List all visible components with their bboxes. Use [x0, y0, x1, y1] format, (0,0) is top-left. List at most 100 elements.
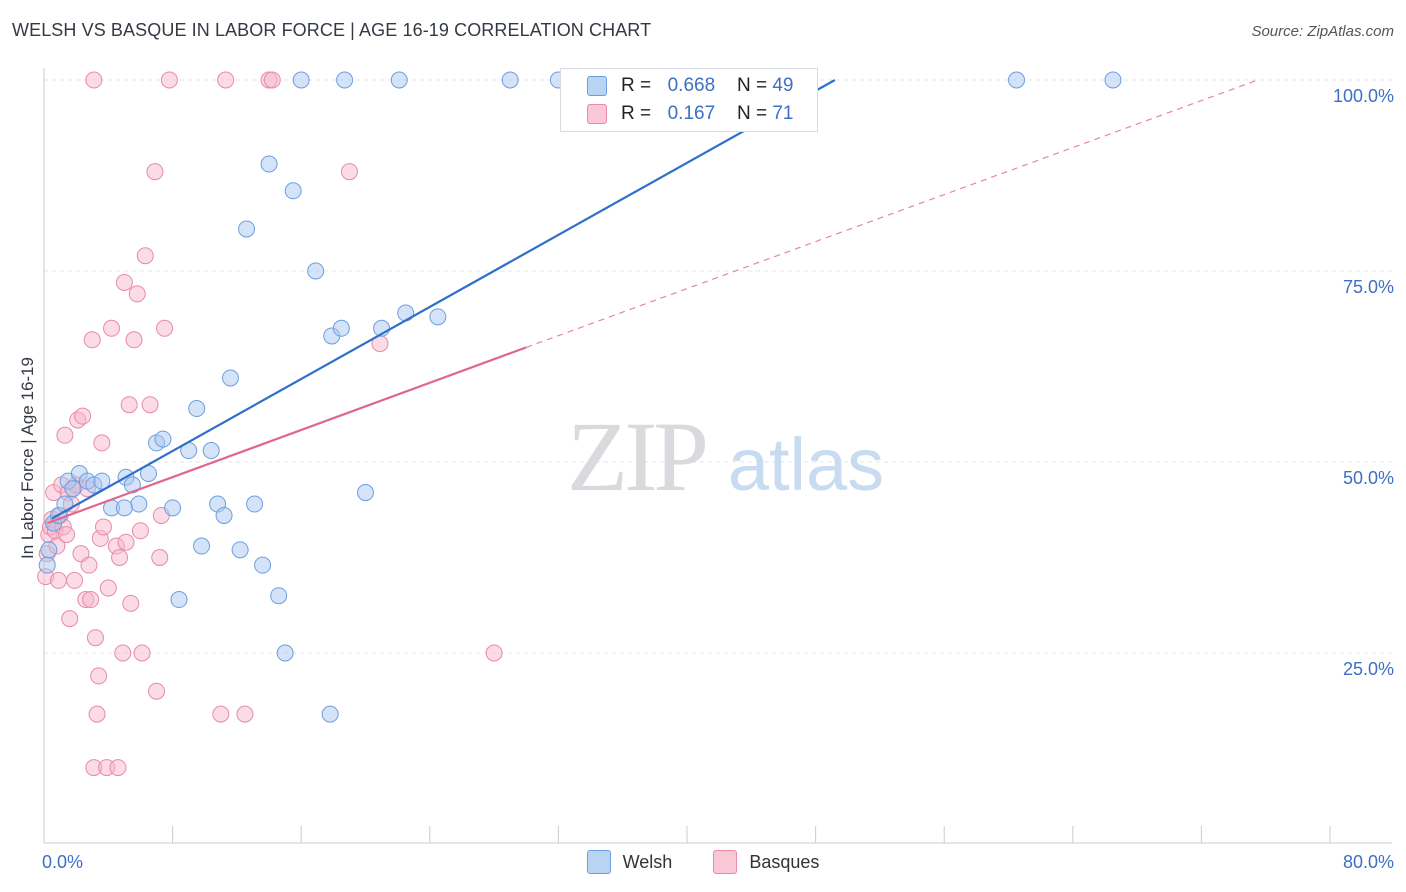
welsh-point — [284, 182, 302, 200]
welsh-point — [164, 499, 182, 517]
basques-point — [148, 682, 166, 700]
legend-row-welsh: R = 0.668 N = 49 — [587, 73, 793, 99]
basques-point — [49, 571, 67, 589]
basques-point — [485, 644, 503, 662]
welsh-point — [193, 537, 211, 555]
basques-point — [136, 247, 154, 265]
series-legend: Welsh Basques — [0, 850, 1406, 879]
basques-swatch — [587, 104, 607, 124]
basques-point — [217, 71, 235, 89]
basques-point — [117, 533, 135, 551]
welsh-points — [38, 71, 1122, 723]
legend-item-basques[interactable]: Basques — [713, 850, 819, 874]
legend-row-basques: R = 0.167 N = 71 — [587, 101, 793, 127]
welsh-point — [38, 556, 56, 574]
basques-point — [156, 319, 174, 337]
welsh-point — [390, 71, 408, 89]
y-tick-label: 25.0% — [1342, 659, 1394, 679]
basques-point — [74, 407, 92, 425]
welsh-point — [246, 495, 264, 513]
basques-legend-label: Basques — [749, 851, 820, 872]
welsh-point — [357, 484, 374, 502]
chart-title: WELSH VS BASQUE IN LABOR FORCE | AGE 16-… — [12, 20, 652, 40]
basques-point — [133, 644, 151, 662]
basques-n-value: 71 — [772, 103, 794, 124]
welsh-r-value: 0.668 — [667, 75, 716, 96]
welsh-legend-label: Welsh — [622, 851, 673, 872]
y-tick-label: 100.0% — [1332, 86, 1394, 106]
basques-point — [61, 610, 79, 628]
legend-item-welsh[interactable]: Welsh — [586, 850, 673, 874]
welsh-point — [254, 556, 272, 574]
basques-point — [85, 71, 103, 89]
basques-point — [56, 426, 74, 444]
basques-point — [236, 705, 254, 723]
basques-point — [128, 285, 146, 303]
basques-point — [93, 434, 111, 452]
welsh-point — [221, 369, 239, 387]
welsh-point — [332, 319, 350, 337]
welsh-point — [1104, 71, 1122, 89]
welsh-point — [276, 644, 294, 662]
basques-point — [58, 526, 76, 544]
basques-point — [111, 549, 129, 566]
legend-n-label: N = — [736, 103, 768, 124]
welsh-point — [115, 499, 133, 517]
welsh-point — [270, 587, 288, 605]
gridlines — [44, 79, 1392, 654]
welsh-point — [231, 541, 249, 559]
welsh-point — [321, 705, 339, 723]
basques-point — [66, 571, 84, 589]
welsh-point — [40, 541, 58, 559]
watermark-atlas: atlas — [728, 423, 884, 506]
welsh-point — [93, 472, 111, 490]
welsh-point — [397, 304, 415, 322]
welsh-point — [64, 480, 82, 498]
watermark: ZIP atlas — [567, 401, 884, 512]
basques-trend-extension — [526, 79, 1258, 348]
basques-point — [122, 594, 140, 612]
welsh-point — [238, 220, 256, 238]
trend-lines — [46, 79, 1258, 525]
welsh-point — [1008, 71, 1026, 89]
y-tick-label: 75.0% — [1342, 277, 1394, 297]
x-tick-label: 0.0% — [42, 852, 84, 872]
basques-point — [160, 71, 178, 89]
welsh-point — [501, 71, 519, 89]
welsh-trend-line — [51, 79, 836, 520]
basques-point — [99, 579, 117, 597]
legend-r-label: R = — [621, 75, 652, 96]
basques-point — [82, 591, 100, 609]
welsh-point — [215, 506, 233, 524]
welsh-point — [130, 495, 148, 513]
basques-r-value: 0.167 — [667, 103, 716, 124]
welsh-point — [202, 442, 220, 460]
y-tick-label: 50.0% — [1342, 468, 1394, 488]
basques-points — [37, 71, 503, 777]
basques-trend-line — [46, 346, 527, 525]
basques-point — [263, 71, 281, 89]
basques-point — [141, 396, 159, 414]
legend-r-label: R = — [621, 103, 652, 124]
welsh-point — [56, 495, 74, 513]
basques-point — [131, 522, 149, 540]
basques-point — [83, 331, 101, 349]
basques-point — [103, 319, 121, 337]
basques-legend-swatch — [713, 850, 738, 874]
welsh-legend-swatch — [586, 850, 611, 874]
basques-point — [151, 549, 169, 566]
source-note: Source: ZipAtlas.com — [1251, 23, 1394, 40]
welsh-point — [429, 308, 447, 326]
basques-point — [120, 396, 138, 414]
watermark-zip: ZIP — [567, 401, 705, 512]
welsh-swatch — [587, 76, 607, 96]
welsh-point — [307, 262, 325, 280]
welsh-point — [260, 155, 278, 173]
basques-point — [80, 556, 98, 574]
basques-point — [125, 331, 143, 349]
basques-point — [146, 163, 164, 181]
welsh-point — [154, 430, 172, 448]
basques-point — [340, 163, 358, 181]
basques-point — [114, 644, 132, 662]
